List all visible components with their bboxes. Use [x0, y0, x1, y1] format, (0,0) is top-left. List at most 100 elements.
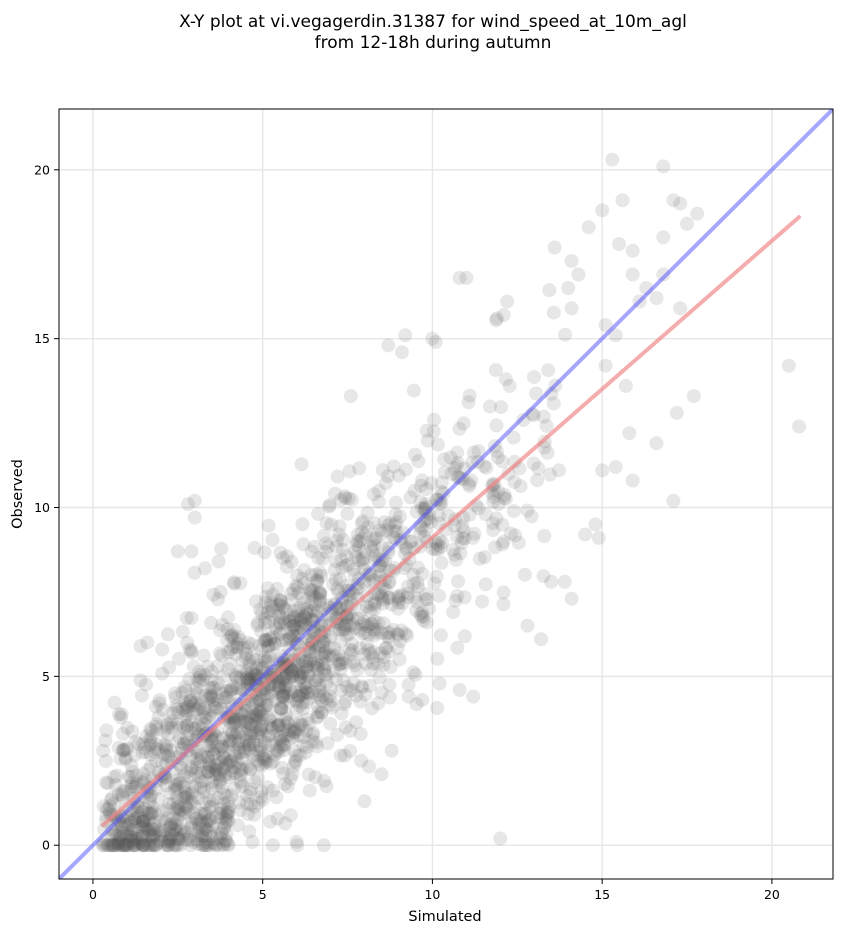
scatter-point	[220, 837, 235, 851]
scatter-point	[329, 672, 343, 687]
scatter-point	[335, 560, 350, 575]
scatter-point	[491, 497, 506, 512]
scatter-point	[506, 504, 521, 519]
scatter-point	[263, 719, 278, 733]
scatter-point	[324, 517, 339, 532]
scatter-point	[520, 503, 535, 518]
scatter-point	[191, 827, 206, 842]
scatter-point	[235, 762, 250, 776]
scatter-point	[214, 826, 228, 840]
scatter-point	[319, 536, 334, 551]
scatter-point	[244, 637, 259, 652]
scatter-point	[245, 749, 260, 763]
scatter-point	[314, 646, 329, 661]
scatter-point	[273, 593, 288, 608]
scatter-point	[322, 689, 337, 703]
scatter-point	[305, 583, 320, 598]
scatter-point	[314, 705, 329, 720]
scatter-point	[354, 532, 369, 546]
scatter-point	[247, 799, 262, 814]
scatter-point	[100, 838, 115, 853]
scatter-point	[181, 830, 196, 845]
scatter-point	[313, 565, 328, 580]
scatter-point	[223, 656, 238, 671]
scatter-point	[198, 561, 212, 576]
scatter-point	[126, 838, 141, 853]
scatter-point	[173, 776, 188, 791]
scatter-point	[192, 699, 207, 714]
scatter-point	[494, 400, 508, 415]
scatter-point	[307, 673, 322, 688]
scatter-point	[489, 511, 504, 526]
scatter-point	[176, 827, 191, 842]
scatter-point	[352, 641, 367, 656]
scatter-point	[161, 728, 176, 743]
scatter-point	[366, 645, 381, 659]
scatter-point	[247, 707, 262, 722]
scatter-point	[209, 701, 224, 716]
scatter-point	[184, 786, 199, 801]
scatter-point	[118, 784, 132, 799]
scatter-point	[124, 782, 139, 797]
scatter-point	[381, 629, 396, 644]
scatter-point	[217, 743, 232, 758]
scatter-point	[247, 807, 262, 822]
scatter-point	[360, 505, 375, 520]
scatter-point	[232, 734, 247, 748]
scatter-point	[247, 667, 261, 682]
scatter-point	[272, 676, 287, 691]
scatter-point	[433, 628, 448, 643]
scatter-point	[378, 476, 393, 491]
scatter-point	[142, 806, 157, 821]
scatter-point	[303, 582, 318, 597]
scatter-point	[228, 668, 243, 683]
scatter-point	[160, 811, 175, 826]
scatter-point	[297, 677, 312, 692]
scatter-point	[102, 838, 116, 853]
scatter-point	[278, 816, 293, 831]
scatter-point	[277, 616, 292, 630]
scatter-point	[125, 813, 140, 828]
scatter-point	[125, 724, 140, 739]
scatter-point	[112, 707, 126, 722]
scatter-point	[381, 518, 396, 533]
scatter-point	[151, 709, 166, 724]
scatter-point	[273, 593, 287, 608]
scatter-point	[189, 812, 203, 826]
scatter-point	[129, 838, 144, 853]
scatter-point	[257, 755, 272, 770]
scatter-point	[276, 690, 290, 704]
scatter-point	[312, 586, 327, 601]
scatter-point	[338, 622, 353, 637]
scatter-point	[307, 644, 322, 659]
scatter-point	[279, 632, 293, 647]
scatter-point	[106, 838, 121, 853]
scatter-point	[145, 800, 160, 815]
scatter-point	[227, 728, 242, 743]
scatter-point	[598, 318, 613, 333]
scatter-point	[265, 603, 280, 618]
scatter-point	[530, 473, 545, 488]
scatter-point	[374, 625, 389, 640]
scatter-point	[462, 388, 477, 403]
scatter-point	[140, 635, 155, 650]
scatter-point	[140, 824, 155, 839]
scatter-point	[243, 726, 258, 741]
scatter-point	[578, 527, 593, 542]
scatter-point	[149, 737, 164, 752]
scatter-point	[391, 589, 406, 604]
scatter-point	[212, 769, 227, 784]
scatter-point	[213, 623, 228, 638]
scatter-point	[290, 694, 304, 709]
scatter-point	[309, 710, 324, 725]
scatter-point	[191, 718, 206, 733]
scatter-point	[292, 748, 307, 763]
reference-lines	[59, 109, 833, 879]
scatter-point	[114, 707, 129, 722]
scatter-point	[588, 517, 603, 532]
scatter-point	[203, 689, 218, 704]
scatter-point	[409, 594, 424, 609]
scatter-point	[324, 604, 339, 618]
scatter-point	[117, 838, 132, 853]
